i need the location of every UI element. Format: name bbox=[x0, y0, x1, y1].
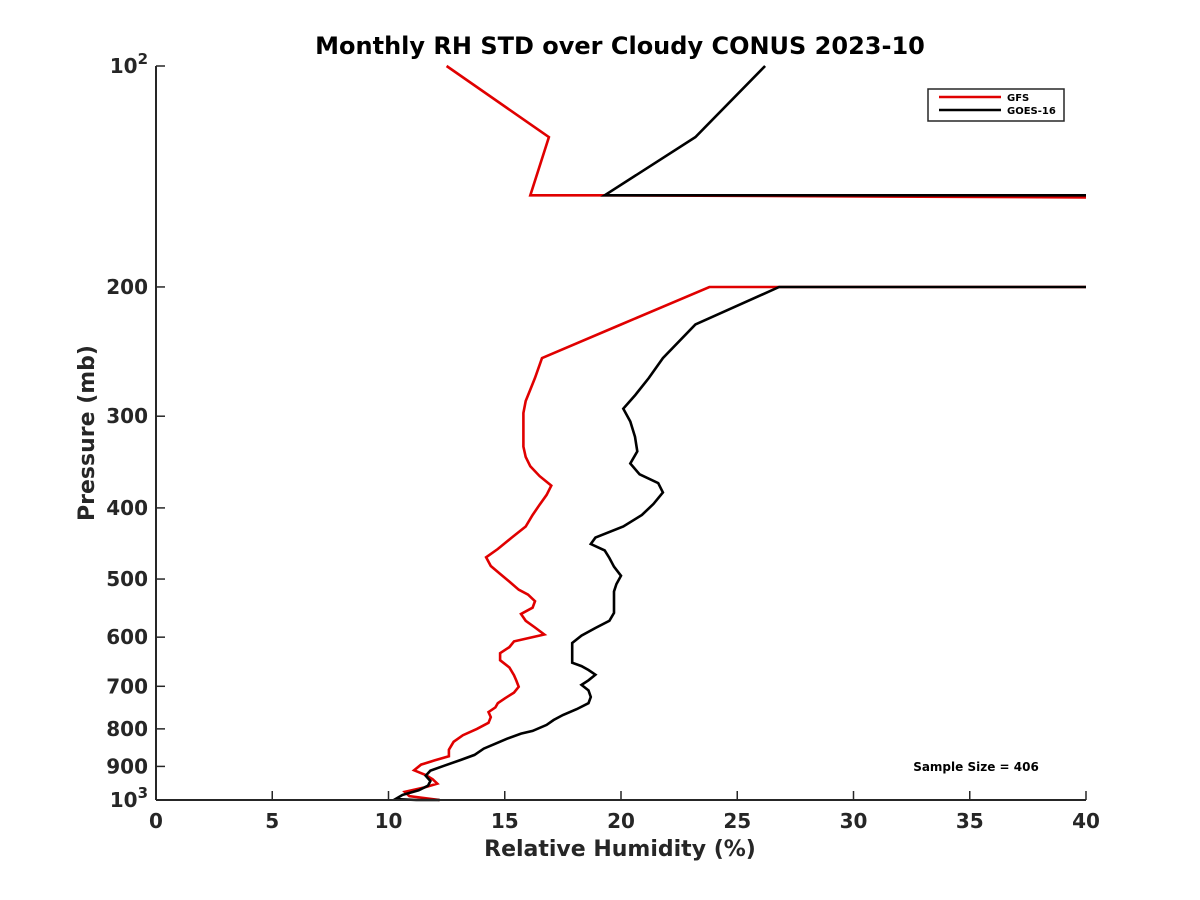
sample-size-annotation: Sample Size = 406 bbox=[913, 760, 1039, 774]
x-tick-label: 35 bbox=[956, 809, 984, 833]
chart-title: Monthly RH STD over Cloudy CONUS 2023-10 bbox=[315, 32, 925, 60]
y-tick-label: 500 bbox=[106, 567, 148, 591]
x-tick-label: 10 bbox=[375, 809, 403, 833]
y-tick-label: 800 bbox=[106, 717, 148, 741]
y-tick-label: 103 bbox=[110, 784, 148, 812]
x-tick-label: 30 bbox=[840, 809, 868, 833]
legend: GFS GOES-16 bbox=[927, 88, 1065, 122]
x-axis-label: Relative Humidity (%) bbox=[484, 837, 756, 862]
x-tick-label: 15 bbox=[491, 809, 519, 833]
x-tick-label: 0 bbox=[149, 809, 163, 833]
series-line-goes16-segment-0 bbox=[600, 65, 1086, 197]
x-tick-label: 20 bbox=[607, 809, 635, 833]
y-tick-label: 600 bbox=[106, 625, 148, 649]
y-tick-label: 700 bbox=[106, 674, 148, 698]
y-axis-label: Pressure (mb) bbox=[75, 345, 100, 521]
y-tick-label: 300 bbox=[106, 404, 148, 428]
y-tick-label: 400 bbox=[106, 496, 148, 520]
x-tick-label: 40 bbox=[1072, 809, 1100, 833]
series-lines-layer bbox=[391, 64, 1087, 802]
x-tick-label: 5 bbox=[265, 809, 279, 833]
series-line-gfs-segment-1 bbox=[402, 285, 1086, 802]
legend-label-gfs: GFS bbox=[1007, 93, 1029, 104]
y-tick-label: 900 bbox=[106, 754, 148, 778]
legend-box bbox=[927, 88, 1065, 122]
y-tick-label: 102 bbox=[110, 50, 148, 78]
legend-label-goes16: GOES-16 bbox=[1007, 106, 1056, 117]
series-line-goes16-segment-1 bbox=[391, 285, 1086, 802]
ticks-layer: 0 5 10 15 20 25 30 35 40 102 200 300 400 500 600 700 800… bbox=[106, 50, 1100, 833]
series-line-gfs-segment-0 bbox=[445, 64, 1087, 199]
y-tick-label: 200 bbox=[106, 275, 148, 299]
axes-layer bbox=[155, 66, 1086, 801]
x-tick-label: 25 bbox=[723, 809, 751, 833]
